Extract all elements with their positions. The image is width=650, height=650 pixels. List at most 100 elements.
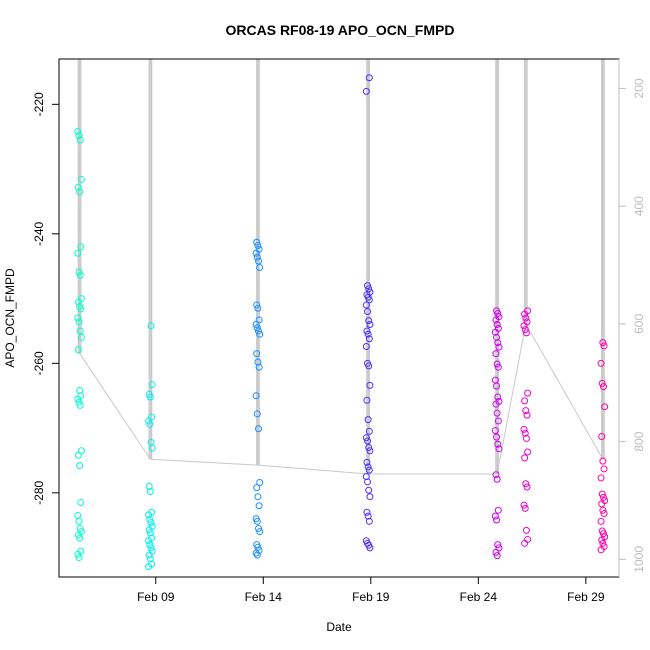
data-point — [253, 238, 261, 246]
x-tick-label: Feb 29 — [567, 590, 605, 604]
data-point — [76, 327, 84, 335]
data-point — [524, 448, 532, 456]
data-point — [600, 342, 608, 350]
data-point — [366, 544, 374, 552]
data-point — [77, 243, 85, 251]
data-point — [521, 310, 529, 318]
data-point — [253, 324, 261, 332]
y-tick-label: -220 — [32, 92, 46, 116]
data-point — [493, 409, 501, 417]
data-point — [365, 466, 373, 474]
data-point — [492, 350, 500, 358]
y2-tick-label: 200 — [632, 78, 646, 98]
data-point — [364, 463, 372, 471]
data-point — [364, 478, 372, 486]
data-point — [598, 490, 606, 498]
data-point — [364, 308, 372, 316]
data-point — [522, 407, 530, 415]
data-point — [74, 346, 82, 354]
data-point — [491, 427, 499, 435]
data-point — [145, 551, 153, 559]
data-point — [255, 363, 263, 371]
data-point — [76, 188, 84, 196]
data-point — [74, 249, 82, 257]
data-point — [145, 563, 153, 571]
data-point — [77, 499, 85, 507]
data-point — [493, 360, 501, 368]
data-point — [255, 502, 263, 510]
data-point — [493, 552, 501, 560]
data-point — [75, 318, 83, 326]
data-point — [253, 410, 261, 418]
data-point — [599, 457, 607, 465]
altitude-transit-line — [150, 458, 258, 466]
data-point — [492, 400, 500, 408]
data-point — [74, 183, 82, 191]
data-point — [255, 425, 263, 433]
data-point — [76, 401, 84, 409]
data-point — [597, 546, 605, 554]
data-point — [75, 268, 83, 276]
data-point — [494, 393, 502, 401]
data-point — [76, 271, 84, 279]
data-point — [522, 480, 530, 488]
data-point — [75, 398, 83, 406]
data-point — [520, 322, 528, 330]
y2-tick-label: 600 — [632, 314, 646, 334]
y2-tick-label: 400 — [632, 196, 646, 216]
data-point — [494, 363, 502, 371]
data-point — [365, 486, 373, 494]
data-point — [366, 493, 374, 501]
data-point — [492, 471, 500, 479]
data-point — [599, 539, 607, 547]
data-point — [256, 528, 264, 536]
data-point — [145, 482, 153, 490]
data-point — [254, 304, 262, 312]
data-point — [252, 392, 260, 400]
data-point — [365, 335, 373, 343]
data-point — [255, 327, 263, 335]
y-axis-right: 200 400 600 800 1000 — [618, 59, 646, 577]
data-point — [365, 296, 373, 304]
data-point — [75, 517, 83, 525]
x-tick-label: Feb 24 — [460, 590, 498, 604]
data-point — [145, 537, 153, 545]
data-point — [74, 395, 82, 403]
data-point — [147, 544, 155, 552]
x-axis: Feb 09 Feb 14 Feb 19 Feb 24 Feb 29 — [59, 576, 619, 604]
data-point — [365, 427, 373, 435]
data-point — [252, 549, 260, 557]
data-point — [253, 484, 261, 492]
data-point — [522, 329, 530, 337]
data-points-layer — [74, 74, 609, 571]
data-point — [255, 257, 263, 265]
data-point — [364, 512, 372, 520]
data-point — [365, 74, 373, 82]
data-point — [366, 381, 374, 389]
data-point — [521, 326, 529, 334]
data-point — [494, 309, 502, 317]
data-point — [494, 417, 502, 425]
data-point — [493, 382, 501, 390]
data-point — [495, 445, 503, 453]
data-point — [600, 465, 608, 473]
data-point — [253, 253, 261, 261]
data-point — [523, 411, 531, 419]
data-point — [75, 131, 83, 139]
data-point — [491, 328, 499, 336]
data-point — [364, 282, 372, 290]
data-point — [494, 440, 502, 448]
data-point — [76, 524, 84, 532]
data-point — [363, 508, 371, 516]
data-point — [145, 526, 153, 534]
data-point — [365, 317, 373, 325]
altitude-transit-line — [257, 464, 369, 475]
data-point — [74, 128, 82, 136]
data-point — [75, 554, 83, 562]
data-point — [148, 444, 156, 452]
data-point — [364, 330, 372, 338]
data-point — [599, 493, 607, 501]
data-point — [365, 517, 373, 525]
data-point — [147, 322, 155, 330]
